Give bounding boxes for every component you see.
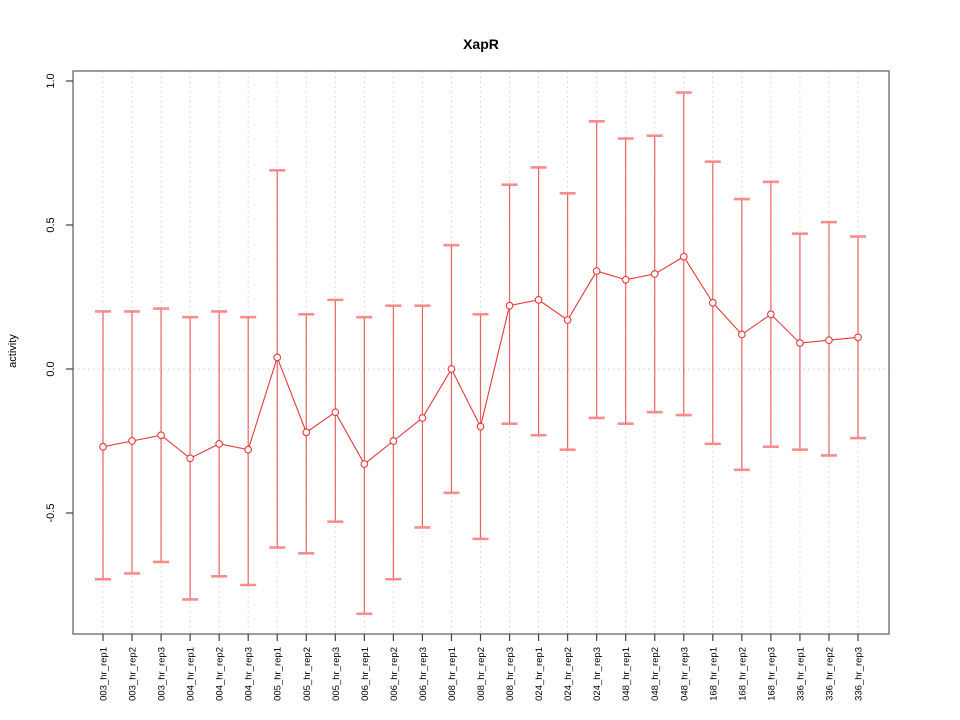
- data-point: [708, 298, 717, 307]
- data-point: [244, 445, 253, 454]
- x-tick-label: 003_hr_rep2: [128, 647, 139, 701]
- x-tick-label: 008_hr_rep1: [447, 647, 458, 701]
- x-tick-label: 003_hr_rep3: [157, 647, 168, 701]
- y-tick-label: 1.0: [45, 73, 57, 88]
- data-point: [796, 339, 804, 347]
- data-point: [99, 442, 107, 451]
- data-point: [447, 365, 456, 373]
- data-point: [825, 336, 833, 345]
- x-tick-label: 336_hr_rep2: [824, 647, 835, 701]
- data-point: [679, 252, 688, 261]
- x-tick-label: 004_hr_rep1: [186, 647, 197, 701]
- data-point: [273, 353, 282, 362]
- data-point: [563, 316, 572, 324]
- y-tick-label: 0.5: [45, 217, 57, 232]
- x-axis: 003_hr_rep1 003_hr_rep2 003_hr_rep3 004_hr_…: [99, 634, 865, 701]
- data-point: [157, 431, 165, 440]
- data-point: [650, 270, 659, 278]
- x-tick-label: 008_hr_rep3: [505, 647, 516, 701]
- data-point: [302, 428, 311, 437]
- data-point: [476, 422, 485, 431]
- x-tick-label: 168_hr_rep1: [708, 647, 719, 701]
- x-tick-label: 048_hr_rep2: [650, 647, 661, 701]
- x-tick-label: 006_hr_rep1: [360, 647, 371, 701]
- x-tick-label: 024_hr_rep2: [563, 647, 574, 701]
- y-tick-label: -0.5: [45, 504, 57, 523]
- chart-title: XapR: [463, 36, 499, 52]
- x-tick-label: 048_hr_rep1: [621, 647, 632, 701]
- x-tick-label: 004_hr_rep3: [244, 647, 255, 701]
- data-point: [854, 333, 862, 342]
- data-point: [737, 330, 746, 339]
- data-point: [418, 414, 427, 422]
- y-tick-label: 0.0: [45, 361, 57, 376]
- data-point: [505, 301, 514, 310]
- x-tick-label: 003_hr_rep1: [99, 647, 110, 701]
- x-tick-label: 005_hr_rep1: [273, 647, 284, 701]
- x-tick-label: 168_hr_rep2: [737, 647, 748, 701]
- x-tick-label: 005_hr_rep3: [331, 647, 342, 701]
- x-tick-label: 008_hr_rep2: [476, 647, 487, 701]
- data-point: [331, 408, 340, 417]
- data-point: [621, 275, 630, 284]
- x-tick-label: 006_hr_rep2: [389, 647, 400, 701]
- data-points: [99, 252, 862, 468]
- data-point: [767, 310, 775, 319]
- data-point: [128, 437, 136, 445]
- x-tick-label: 336_hr_rep3: [854, 647, 865, 701]
- x-tick-label: 024_hr_rep3: [592, 647, 603, 701]
- x-tick-label: 336_hr_rep1: [795, 647, 806, 701]
- x-tick-label: 005_hr_rep2: [302, 647, 313, 701]
- x-tick-label: 004_hr_rep2: [215, 647, 226, 701]
- x-tick-label: 048_hr_rep3: [679, 647, 690, 701]
- data-point: [389, 437, 398, 445]
- x-tick-label: 006_hr_rep3: [418, 647, 429, 701]
- x-tick-label: 024_hr_rep1: [534, 647, 545, 701]
- data-point: [534, 296, 543, 304]
- data-point: [186, 454, 194, 463]
- data-point: [592, 267, 601, 275]
- error-bars: [95, 91, 866, 616]
- data-point: [360, 460, 369, 468]
- x-tick-label: 168_hr_rep3: [766, 647, 777, 701]
- y-axis: 1.0 0.5 0.0 -0.5: [45, 73, 73, 522]
- data-point: [215, 440, 224, 448]
